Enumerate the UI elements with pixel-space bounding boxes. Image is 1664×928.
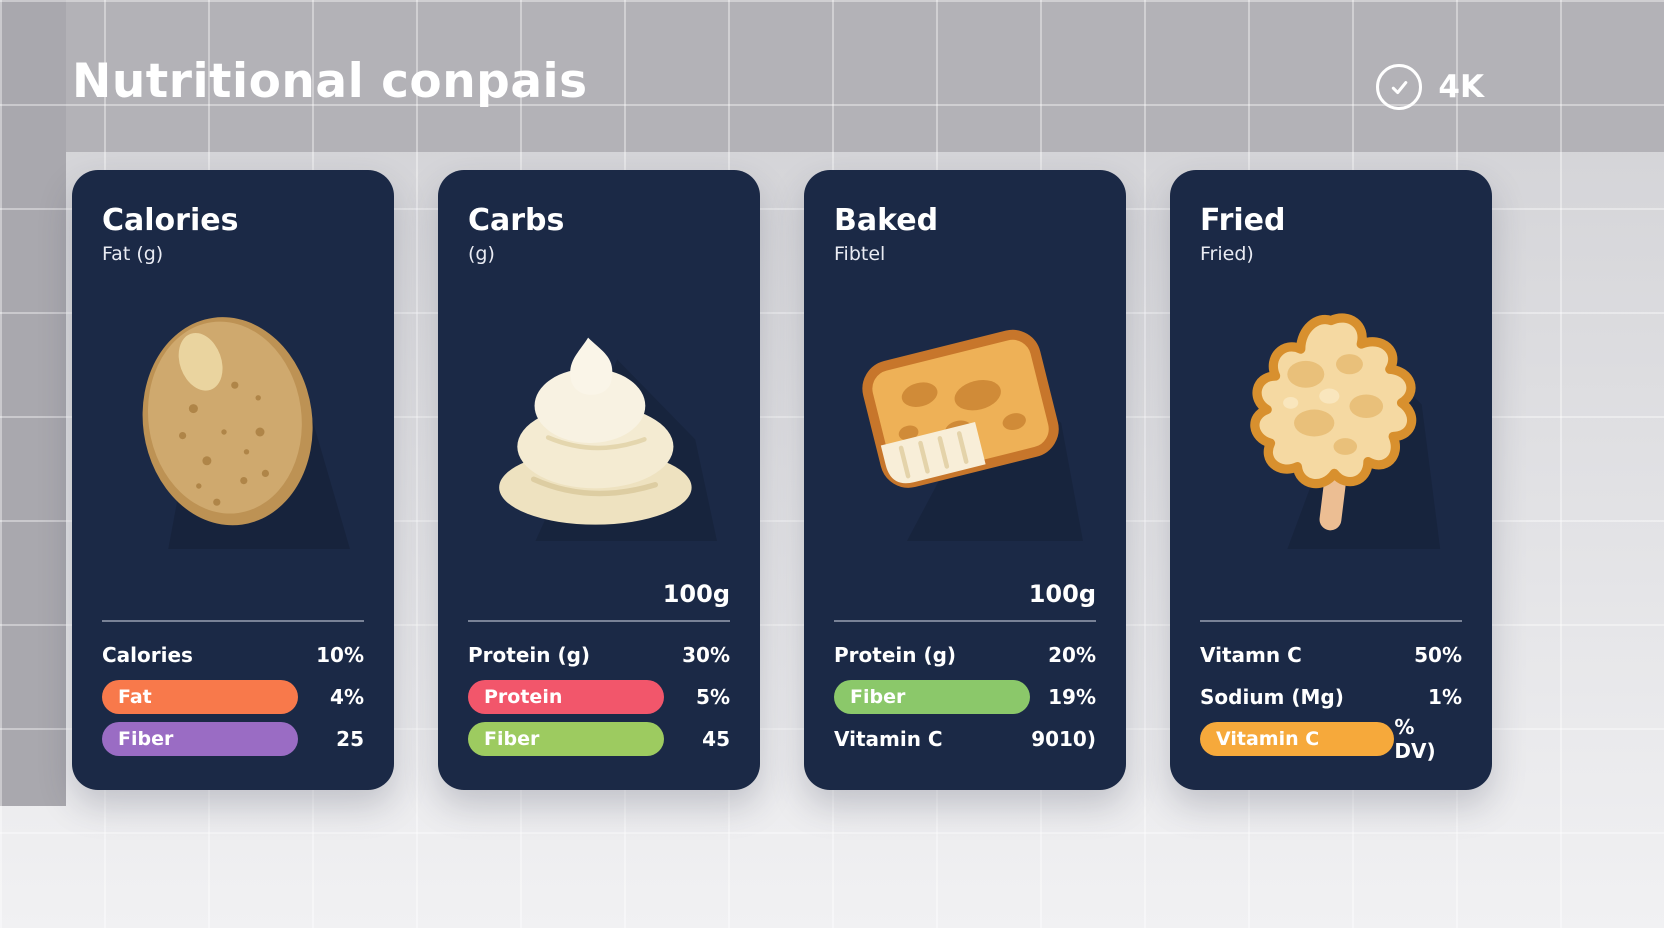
nutrient-value: 1% — [1428, 685, 1462, 709]
divider — [468, 620, 730, 622]
nutrient-label: Fiber — [102, 722, 298, 756]
nutrition-card: Calories Fat (g) Calories 10% Fat 4% Fib… — [72, 170, 394, 790]
nutrition-card: Carbs (g) 100g Protein (g) 30% Protein 5… — [438, 170, 760, 790]
nutrient-label: Fat — [102, 680, 298, 714]
nutrient-label: Protein (g) — [468, 643, 591, 667]
nutrient-row: Fat 4% — [102, 678, 364, 716]
nutrient-label: Vitamn C — [1200, 643, 1302, 667]
nutrient-row: Protein 5% — [468, 678, 730, 716]
nutrient-rows: Calories 10% Fat 4% Fiber 25 — [102, 636, 364, 762]
nutrient-value: 4% — [330, 685, 364, 709]
nutrition-card: Fried Fried) Vitamn C 50% Sodium (Mg) 1%… — [1170, 170, 1492, 790]
nutrient-row: Fiber 45 — [468, 720, 730, 758]
nutrient-value: 50% — [1414, 643, 1462, 667]
nutrient-row: Fiber 25 — [102, 720, 364, 758]
nutrient-row: Protein (g) 30% — [468, 636, 730, 674]
nutrient-row: Vitamn C 50% — [1200, 636, 1462, 674]
nutrient-value: 45 — [702, 727, 730, 751]
nutrient-row: Calories 10% — [102, 636, 364, 674]
nutrient-value: 10% — [316, 643, 364, 667]
nutrient-value: 5% — [696, 685, 730, 709]
cream-icon — [499, 337, 717, 541]
card-title: Baked — [834, 203, 939, 238]
left-band — [0, 0, 66, 806]
weight-label — [1200, 580, 1462, 612]
weight-label: 100g — [662, 580, 730, 608]
nutrient-row: Vitamin C % DV) — [1200, 715, 1462, 763]
badge-label: 4K — [1438, 69, 1484, 105]
cards-row: Calories Fat (g) Calories 10% Fat 4% Fib… — [72, 170, 1492, 790]
divider — [834, 620, 1096, 622]
nutrient-row: Fiber 19% — [834, 678, 1096, 716]
nutrient-label: Protein (g) — [834, 643, 957, 667]
nutrient-label: Protein — [468, 680, 664, 714]
quality-badge: 4K — [1376, 64, 1484, 110]
nutrient-value: 25 — [336, 727, 364, 751]
header: Nutritional conpais 4K — [0, 0, 1664, 152]
nutrient-label: Vitamin C — [834, 727, 943, 751]
fried-icon — [1250, 312, 1441, 549]
nutrient-label: Fiber — [834, 680, 1030, 714]
nutrient-row: Sodium (Mg) 1% — [1200, 678, 1462, 716]
nutrient-label: Fiber — [468, 722, 664, 756]
bread-icon — [862, 329, 1083, 541]
nutrient-row: Protein (g) 20% — [834, 636, 1096, 674]
card-subtitle: Fibtel — [834, 243, 886, 265]
nutrient-row: Vitamin C 9010) — [834, 720, 1096, 758]
check-circle-icon — [1376, 64, 1423, 110]
nutrient-value: 19% — [1048, 685, 1096, 709]
nutrient-rows: Protein (g) 20% Fiber 19% Vitamin C 9010… — [834, 636, 1096, 762]
nutrient-value: % DV) — [1394, 715, 1436, 763]
nutrient-rows: Vitamn C 50% Sodium (Mg) 1% Vitamin C % … — [1200, 636, 1462, 763]
card-subtitle: Fried) — [1200, 243, 1254, 265]
cream-illustration — [468, 265, 730, 580]
card-subtitle: (g) — [468, 243, 495, 265]
potato-illustration — [102, 265, 364, 580]
divider — [1200, 620, 1462, 622]
nutrient-label: Vitamin C — [1200, 722, 1395, 756]
nutrient-value: 30% — [682, 643, 730, 667]
page-title: Nutritional conpais — [72, 54, 588, 109]
card-title: Calories — [102, 203, 239, 238]
nutrient-label: Sodium (Mg) — [1200, 685, 1344, 709]
nutrient-value: 9010) — [1031, 727, 1096, 751]
card-subtitle: Fat (g) — [102, 243, 164, 265]
nutrition-card: Baked Fibtel 100g Protein (g) — [804, 170, 1126, 790]
nutrient-value: 20% — [1048, 643, 1096, 667]
card-title: Carbs — [468, 203, 565, 238]
nutrient-label: Calories — [102, 643, 193, 667]
nutrient-rows: Protein (g) 30% Protein 5% Fiber 45 — [468, 636, 730, 762]
bread-illustration — [834, 265, 1096, 580]
potato-icon — [142, 316, 350, 549]
card-title: Fried — [1200, 203, 1286, 238]
weight-label: 100g — [1028, 580, 1096, 608]
divider — [102, 620, 364, 622]
fried-illustration — [1200, 265, 1462, 580]
weight-label — [102, 580, 364, 612]
